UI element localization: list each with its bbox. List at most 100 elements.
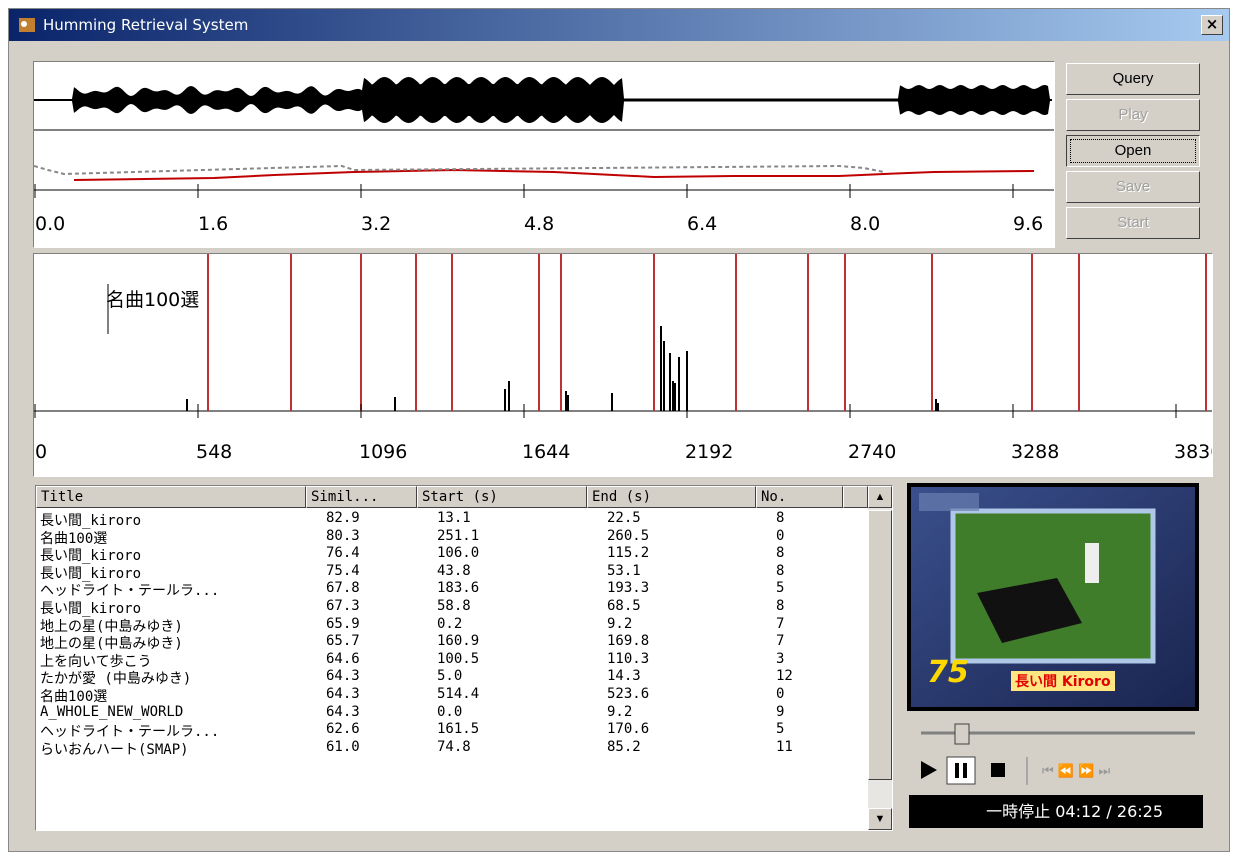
table-cell[interactable]: 80.3 [326,528,417,544]
table-cell[interactable]: 11 [776,739,843,755]
table-cell[interactable]: 8 [776,545,843,561]
status-bar: 一時停止 04:12 / 26:25 [909,795,1203,828]
table-cell[interactable]: 0.0 [437,704,587,720]
time-tick-label: 9.6 [1013,213,1043,235]
table-cell[interactable]: 67.8 [326,580,417,596]
column-header[interactable]: Simil... [306,486,417,508]
table-cell[interactable]: 0 [776,528,843,544]
table-cell[interactable]: 53.1 [607,563,756,579]
close-button[interactable]: × [1201,15,1223,35]
column-header[interactable]: No. [756,486,843,508]
table-cell[interactable]: 5.0 [437,668,587,684]
table-cell[interactable]: A_WHOLE_NEW_WORLD [40,704,306,720]
table-cell[interactable]: 260.5 [607,528,756,544]
table-cell[interactable]: 64.3 [326,704,417,720]
table-cell[interactable]: 76.4 [326,545,417,561]
table-cell[interactable]: 8 [776,510,843,526]
table-cell[interactable]: 5 [776,721,843,737]
frame-tick-label: 3836 [1174,441,1212,463]
open-button[interactable]: Open [1066,135,1200,167]
table-cell[interactable]: 160.9 [437,633,587,649]
table-cell[interactable]: 170.6 [607,721,756,737]
table-cell[interactable]: 8 [776,598,843,614]
start-button: Start [1066,207,1200,239]
column-header[interactable]: Start (s) [417,486,587,508]
table-cell[interactable]: らいおんハート(SMAP) [40,739,306,759]
table-cell[interactable]: 62.6 [326,721,417,737]
table-cell[interactable]: 110.3 [607,651,756,667]
table-cell[interactable]: 64.3 [326,668,417,684]
player-controls: ⏮ ⏪ ⏩ ⏭ [907,719,1207,799]
table-cell[interactable]: 13.1 [437,510,587,526]
window-title: Humming Retrieval System [43,16,248,34]
table-cell[interactable]: 8 [776,563,843,579]
scrollbar[interactable]: ▲ ▼ [868,486,892,830]
scroll-up[interactable]: ▲ [868,486,892,508]
frame-tick-label: 2192 [685,441,733,463]
frame-tick-label: 0 [35,441,47,463]
query-button[interactable]: Query [1066,63,1200,95]
table-cell[interactable]: 0.2 [437,616,587,632]
table-cell[interactable]: 100.5 [437,651,587,667]
stop-control[interactable] [991,763,1005,777]
table-cell[interactable]: 43.8 [437,563,587,579]
table-cell[interactable]: 193.3 [607,580,756,596]
table-cell[interactable]: 64.6 [326,651,417,667]
result-graph: 名曲100選0548109616442192274032883836 [34,254,1212,476]
table-cell[interactable]: 5 [776,580,843,596]
table-cell[interactable]: 9 [776,704,843,720]
scroll-down[interactable]: ▼ [868,808,892,830]
table-cell[interactable]: 14.3 [607,668,756,684]
table-cell[interactable]: 82.9 [326,510,417,526]
table-cell[interactable]: 0 [776,686,843,702]
frame-tick-label: 2740 [848,441,896,463]
time-tick-label: 0.0 [35,213,65,235]
table-cell[interactable]: 61.0 [326,739,417,755]
table-cell[interactable]: 65.9 [326,616,417,632]
prev-control: ⏮ ⏪ ⏩ ⏭ [1042,763,1110,779]
column-header[interactable] [843,486,868,508]
table-cell[interactable]: 85.2 [607,739,756,755]
column-header[interactable]: End (s) [587,486,756,508]
table-cell[interactable]: 7 [776,633,843,649]
time-tick-label: 4.8 [524,213,554,235]
time-tick-label: 3.2 [361,213,391,235]
table-cell[interactable]: 3 [776,651,843,667]
pause-control[interactable] [947,757,975,784]
table-cell[interactable]: 67.3 [326,598,417,614]
table-cell[interactable]: 75.4 [326,563,417,579]
play-button: Play [1066,99,1200,131]
result-table: ▲ ▼ TitleSimil...Start (s)End (s)No.長い間_… [35,485,893,831]
query-panel: 0.01.63.24.86.48.09.6 [33,61,1055,248]
table-cell[interactable]: 514.4 [437,686,587,702]
pitch-line [74,170,1034,180]
table-cell[interactable]: 161.5 [437,721,587,737]
table-cell[interactable]: 115.2 [607,545,756,561]
table-cell[interactable]: 9.2 [607,704,756,720]
table-cell[interactable]: 169.8 [607,633,756,649]
table-cell[interactable]: 7 [776,616,843,632]
table-cell[interactable]: 74.8 [437,739,587,755]
table-cell[interactable]: 65.7 [326,633,417,649]
table-cell[interactable]: 106.0 [437,545,587,561]
app-icon [17,15,37,35]
table-cell[interactable]: 9.2 [607,616,756,632]
table-cell[interactable]: 58.8 [437,598,587,614]
table-cell[interactable]: 12 [776,668,843,684]
column-header[interactable]: Title [36,486,306,508]
table-cell[interactable]: 68.5 [607,598,756,614]
scroll-thumb[interactable] [868,510,892,780]
overlay-caption: 長い間 Kiroro [1011,671,1115,691]
table-cell[interactable]: 22.5 [607,510,756,526]
table-cell[interactable]: 64.3 [326,686,417,702]
seek-thumb[interactable] [955,724,969,744]
overlay-number: 75 [927,655,969,690]
table-cell[interactable]: 251.1 [437,528,587,544]
song-label: 名曲100選 [106,289,199,311]
table-cell[interactable]: 183.6 [437,580,587,596]
play-control[interactable] [921,761,937,779]
title-bar: Humming Retrieval System × [9,9,1229,41]
table-cell[interactable]: 523.6 [607,686,756,702]
